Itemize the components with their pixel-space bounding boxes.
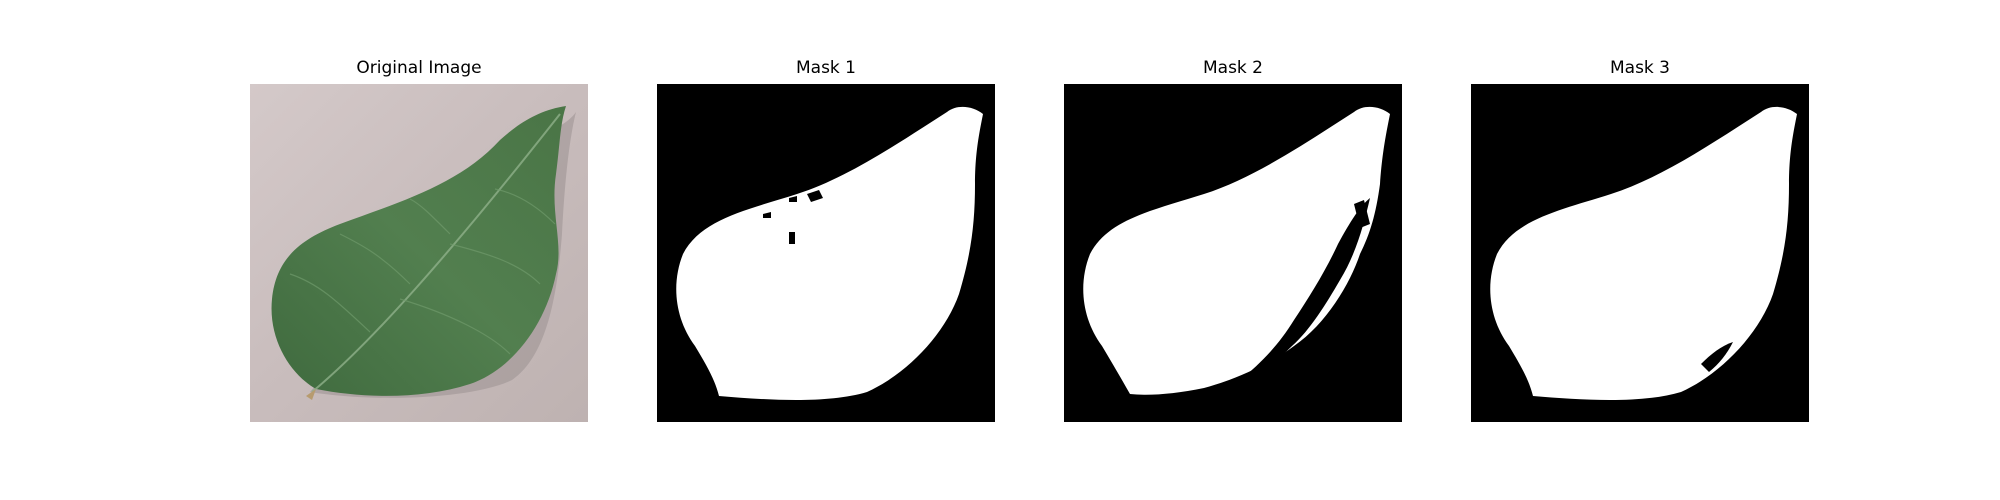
leaf-vein: [449, 243, 541, 285]
original-leaf-image: [250, 84, 588, 422]
mask-hole: [789, 196, 797, 202]
leaf: [271, 106, 566, 396]
mask-gap: [1240, 198, 1370, 380]
leaf-vein: [494, 188, 556, 225]
mask-hole: [807, 190, 823, 202]
panel-title-mask-2: Mask 2: [1202, 58, 1263, 78]
leaf-vein: [339, 233, 411, 285]
mask-leaf-region: [1490, 106, 1797, 401]
mask-hole: [763, 212, 771, 218]
mask-hole: [789, 232, 795, 244]
mask-leaf-region: [1083, 106, 1390, 395]
mask-3-image: [1471, 84, 1809, 422]
leaf-vein: [409, 198, 451, 235]
mask-1-image: [657, 84, 995, 422]
panel-title-mask-1: Mask 1: [795, 58, 856, 78]
mask-leaf-region: [676, 106, 983, 401]
leaf-vein: [399, 298, 511, 355]
mask-hole: [1284, 360, 1296, 372]
panel-title-original: Original Image: [356, 58, 482, 78]
leaf-petiole: [306, 389, 316, 400]
mask-2-image: [1064, 84, 1402, 422]
mask-hole: [1701, 342, 1733, 372]
leaf-vein: [289, 273, 371, 333]
mask-hole: [1354, 200, 1370, 228]
leaf-midrib: [311, 113, 561, 393]
panel-title-mask-3: Mask 3: [1609, 58, 1670, 78]
